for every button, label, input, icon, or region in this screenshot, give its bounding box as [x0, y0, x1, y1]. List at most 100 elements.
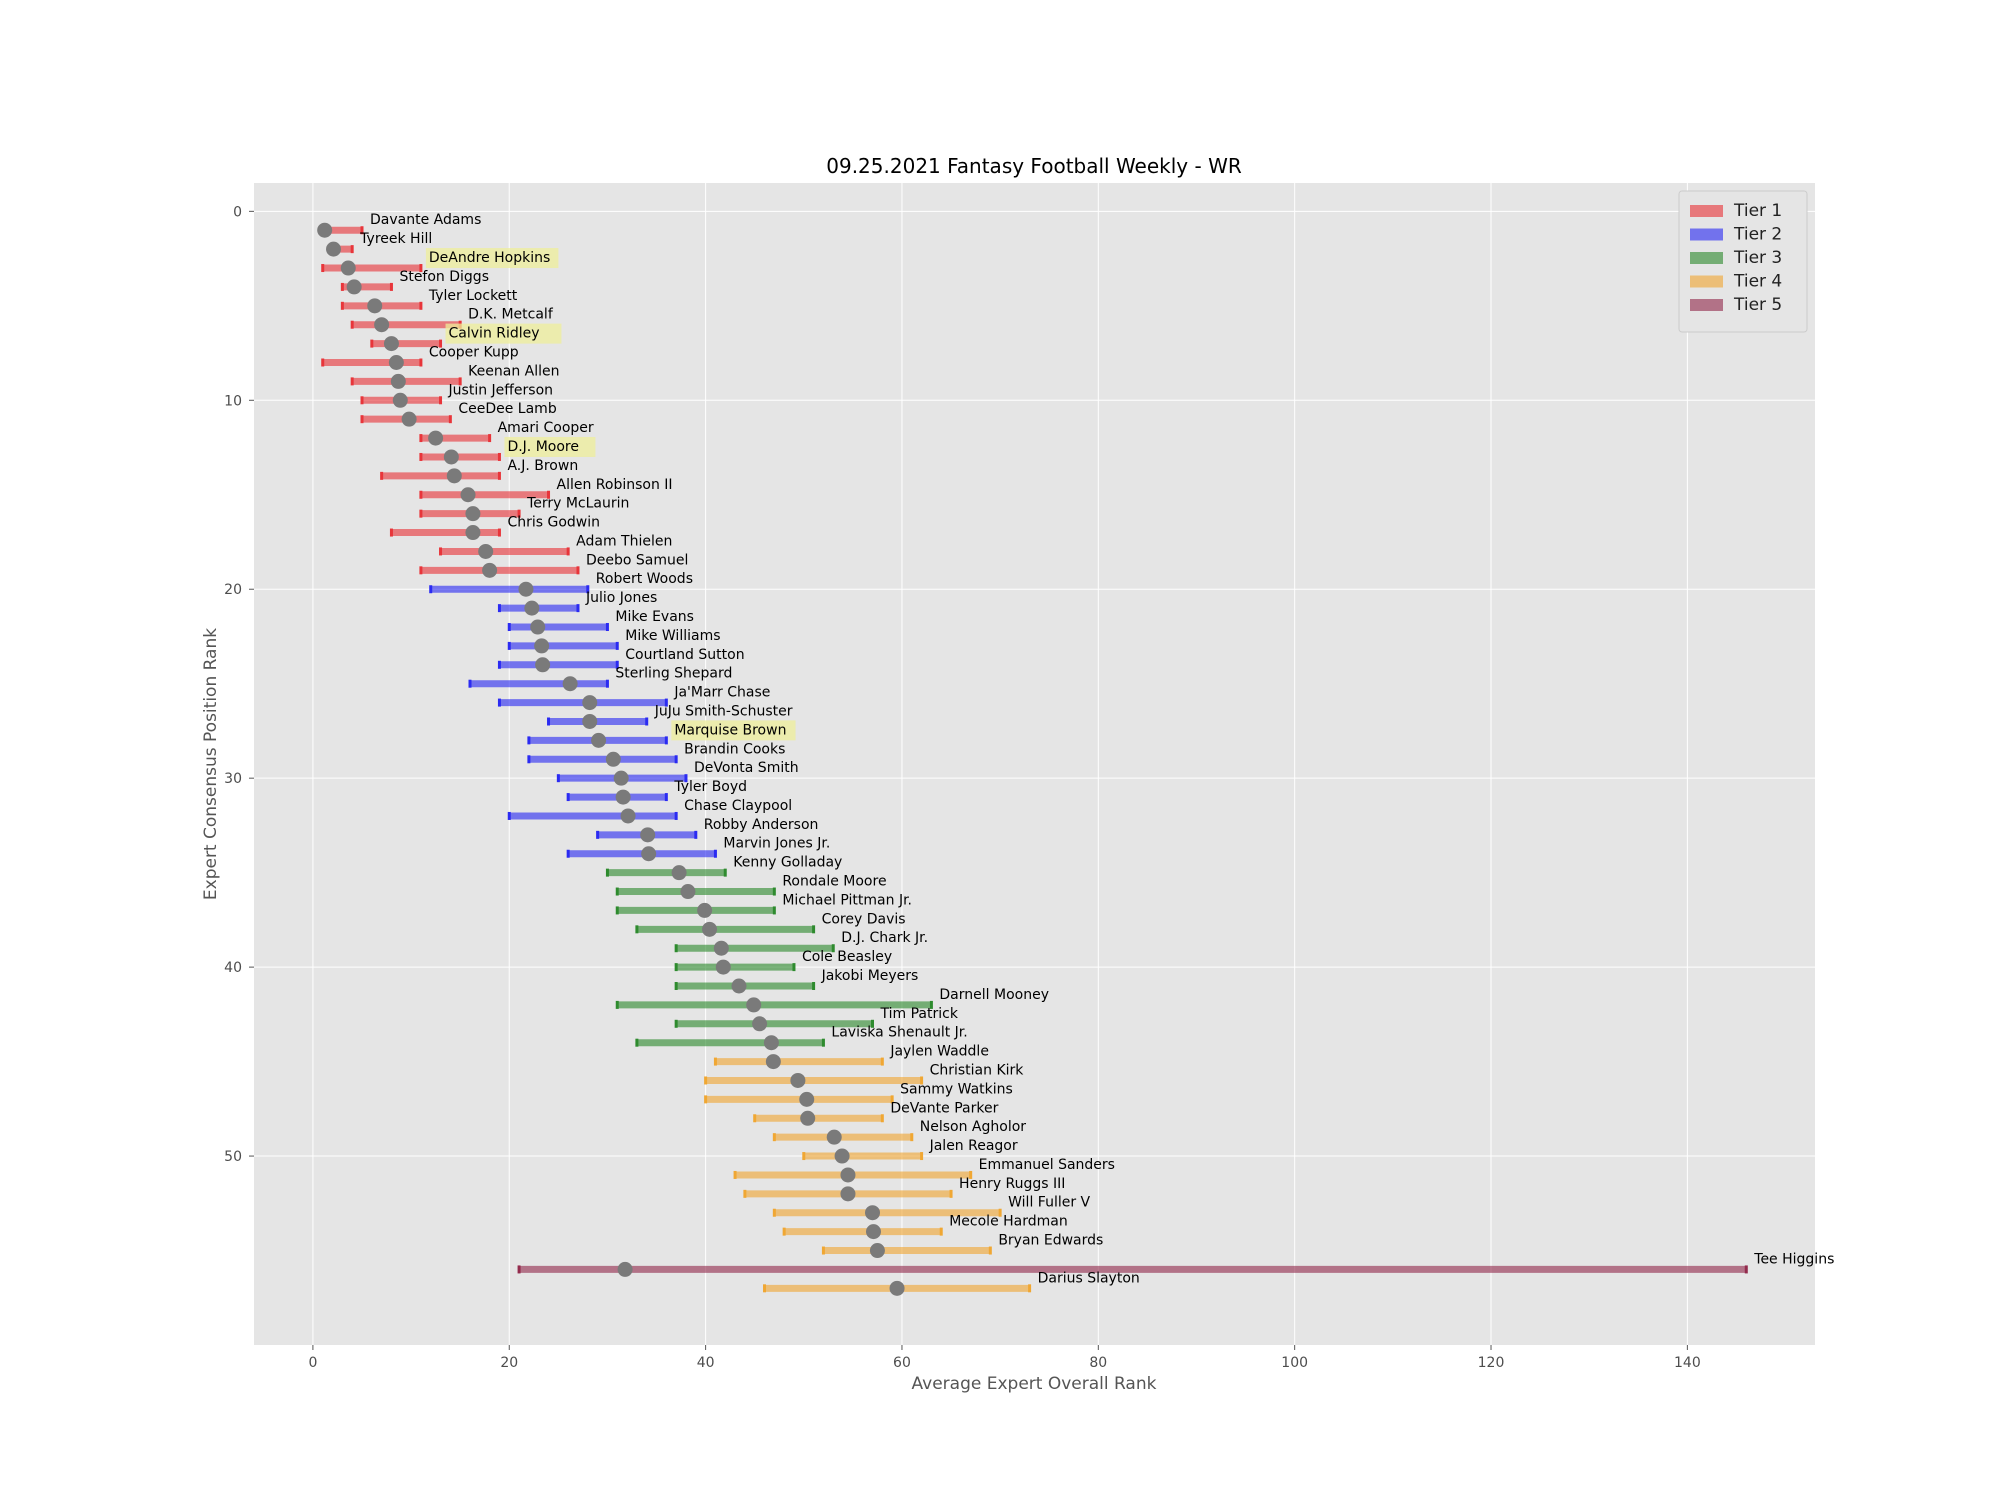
player-label: Sammy Watkins [900, 1081, 1013, 1097]
label-highlight [671, 720, 796, 741]
avg-rank-marker [340, 260, 356, 276]
player-label: Emmanuel Sanders [979, 1157, 1115, 1173]
x-axis-title: Average Expert Overall Rank [912, 1374, 1157, 1394]
avg-rank-marker [790, 1072, 806, 1088]
legend-swatch [1690, 252, 1723, 264]
avg-rank-marker [530, 619, 546, 635]
player-label: Marquise Brown [674, 722, 786, 738]
avg-rank-marker [374, 317, 390, 333]
avg-rank-marker [605, 751, 621, 767]
grid [254, 183, 1815, 1345]
player-label: Sterling Shepard [615, 666, 732, 682]
y-axis-title: Expert Consensus Position Rank [201, 628, 221, 900]
avg-rank-marker [834, 1148, 850, 1164]
legend-swatch [1690, 275, 1723, 288]
avg-rank-marker [765, 1054, 781, 1070]
player-label: Jakobi Meyers [821, 968, 919, 984]
avg-rank-marker [428, 430, 444, 446]
avg-rank-marker [615, 789, 631, 805]
avg-rank-marker [763, 1035, 779, 1051]
x-tick-label: 140 [1674, 1355, 1701, 1371]
player-label: DeVante Parker [890, 1100, 998, 1116]
legend-label: Tier 1 [1733, 201, 1782, 221]
legend-label: Tier 4 [1733, 272, 1782, 292]
player-label: Mike Evans [615, 609, 694, 625]
player-label: Deebo Samuel [586, 552, 688, 568]
label-highlight [445, 323, 562, 344]
avg-rank-marker [524, 600, 540, 616]
player-label: Jaylen Waddle [889, 1044, 989, 1060]
player-label: Brandin Cooks [684, 741, 785, 757]
ranges [321, 226, 1748, 1293]
y-tick-label: 40 [224, 960, 242, 976]
avg-rank-marker [401, 411, 417, 427]
avg-rank-marker [482, 562, 498, 578]
x-tick-label: 120 [1478, 1355, 1505, 1371]
label-highlight [425, 248, 559, 269]
player-label: Julio Jones [585, 590, 657, 606]
player-label: Tyler Lockett [428, 288, 518, 304]
player-label: Terry McLaurin [526, 496, 629, 512]
player-label: Darius Slayton [1038, 1270, 1140, 1286]
player-label: Marvin Jones Jr. [723, 836, 830, 852]
player-label: A.J. Brown [507, 458, 578, 474]
avg-rank-marker [800, 1110, 816, 1126]
avg-rank-marker [317, 222, 333, 238]
avg-rank-marker [731, 978, 747, 994]
player-label: Ja'Marr Chase [673, 685, 770, 701]
avg-rank-marker [443, 449, 459, 465]
avg-rank-marker [680, 884, 696, 900]
player-label: Kenny Golladay [733, 855, 842, 871]
player-label: Robby Anderson [704, 817, 819, 833]
avg-rank-marker [392, 392, 408, 408]
avg-rank-marker [617, 1261, 633, 1277]
label-highlight [504, 436, 596, 457]
markers [317, 222, 905, 1296]
player-label: Cooper Kupp [429, 344, 519, 360]
avg-rank-marker [326, 241, 342, 257]
axis-ticks: 0 20 40 60 80 100 120 140 0 10 20 30 40 50 [224, 204, 1701, 1371]
player-label: Davante Adams [370, 212, 481, 228]
player-label: Christian Kirk [930, 1062, 1025, 1078]
avg-rank-marker [671, 865, 687, 881]
player-label: Keenan Allen [468, 363, 559, 379]
avg-rank-marker [865, 1224, 881, 1240]
player-label: Amari Cooper [498, 420, 594, 436]
player-label: Jalen Reagor [929, 1138, 1018, 1154]
x-tick-label: 80 [1089, 1355, 1107, 1371]
player-label: Allen Robinson II [557, 477, 673, 493]
avg-rank-marker [715, 959, 731, 975]
avg-rank-marker [840, 1167, 856, 1183]
avg-rank-marker [465, 506, 481, 522]
player-label: Corey Davis [822, 911, 906, 927]
player-label: Tyreek Hill [359, 231, 432, 247]
avg-rank-marker [591, 732, 607, 748]
player-label: D.J. Chark Jr. [841, 930, 928, 946]
player-label: D.J. Moore [507, 439, 579, 455]
avg-rank-marker [697, 902, 713, 918]
avg-rank-marker [620, 808, 636, 824]
player-label: D.K. Metcalf [468, 307, 554, 323]
avg-rank-marker [582, 695, 598, 711]
avg-rank-marker [582, 713, 598, 729]
player-label: Bryan Edwards [998, 1233, 1103, 1249]
avg-rank-marker [465, 525, 481, 541]
avg-rank-marker [478, 543, 494, 559]
x-tick-label: 0 [308, 1355, 317, 1371]
player-label: Will Fuller V [1008, 1195, 1090, 1211]
player-label: Robert Woods [596, 571, 693, 587]
player-label: Mecole Hardman [949, 1214, 1068, 1230]
avg-rank-marker [460, 487, 476, 503]
avg-rank-marker [562, 676, 578, 692]
avg-rank-marker [752, 1016, 768, 1032]
player-label: Adam Thielen [576, 533, 672, 549]
avg-rank-marker [383, 336, 399, 352]
x-tick-label: 20 [500, 1355, 518, 1371]
player-label: Laviska Shenault Jr. [831, 1025, 967, 1041]
player-label: CeeDee Lamb [458, 401, 556, 417]
player-label: Cole Beasley [802, 949, 892, 965]
avg-rank-marker [889, 1280, 905, 1296]
player-label: Justin Jefferson [448, 382, 553, 398]
legend-label: Tier 3 [1733, 248, 1782, 268]
